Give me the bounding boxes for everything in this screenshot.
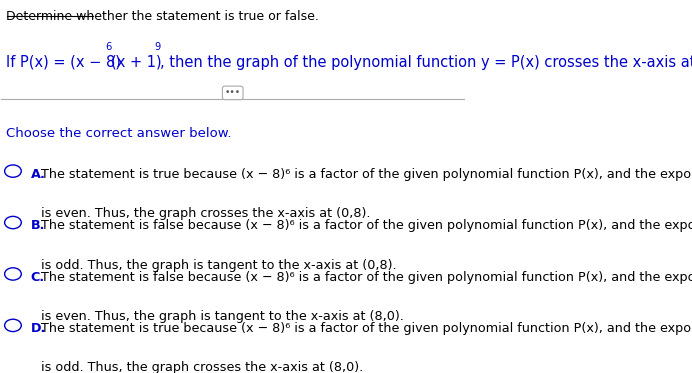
Text: Choose the correct answer below.: Choose the correct answer below. bbox=[6, 126, 232, 140]
Text: 6: 6 bbox=[105, 41, 111, 51]
Text: C.: C. bbox=[30, 270, 45, 283]
Text: The statement is false because (x − 8)⁶ is a factor of the given polynomial func: The statement is false because (x − 8)⁶ … bbox=[41, 270, 692, 283]
Text: is odd. Thus, the graph crosses the x-axis at (8,0).: is odd. Thus, the graph crosses the x-ax… bbox=[41, 361, 363, 373]
Text: is odd. Thus, the graph is tangent to the x-axis at (0,8).: is odd. Thus, the graph is tangent to th… bbox=[41, 258, 397, 272]
Text: D.: D. bbox=[30, 322, 46, 335]
Text: If P(x) = (x − 8): If P(x) = (x − 8) bbox=[6, 54, 121, 69]
Text: The statement is true because (x − 8)⁶ is a factor of the given polynomial funct: The statement is true because (x − 8)⁶ i… bbox=[41, 322, 692, 335]
Text: , then the graph of the polynomial function y = P(x) crosses the x-axis at (8,0): , then the graph of the polynomial funct… bbox=[160, 54, 692, 69]
Text: 9: 9 bbox=[154, 41, 161, 51]
Text: Determine whether the statement is true or false.: Determine whether the statement is true … bbox=[6, 10, 319, 23]
Text: A.: A. bbox=[30, 168, 46, 181]
Text: The statement is false because (x − 8)⁶ is a factor of the given polynomial func: The statement is false because (x − 8)⁶ … bbox=[41, 219, 692, 232]
Text: is even. Thus, the graph crosses the x-axis at (0,8).: is even. Thus, the graph crosses the x-a… bbox=[41, 207, 370, 220]
Text: (x + 1): (x + 1) bbox=[111, 54, 161, 69]
Text: is even. Thus, the graph is tangent to the x-axis at (8,0).: is even. Thus, the graph is tangent to t… bbox=[41, 310, 403, 323]
Text: The statement is true because (x − 8)⁶ is a factor of the given polynomial funct: The statement is true because (x − 8)⁶ i… bbox=[41, 168, 692, 181]
Text: B.: B. bbox=[30, 219, 45, 232]
Text: •••: ••• bbox=[225, 88, 241, 97]
